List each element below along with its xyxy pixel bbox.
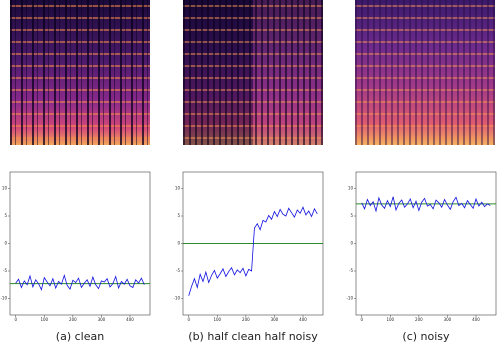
caption: (a) clean bbox=[56, 330, 104, 343]
x-tick-label: 200 bbox=[69, 317, 77, 322]
x-tick-label: 400 bbox=[472, 317, 480, 322]
y-tick-label: -5 bbox=[176, 268, 180, 273]
y-tick-label: 5 bbox=[350, 213, 353, 218]
plot-frame bbox=[9, 171, 151, 316]
y-tick-label: 5 bbox=[4, 213, 7, 218]
x-tick-label: 300 bbox=[444, 317, 452, 322]
y-tick-label: -10 bbox=[346, 296, 353, 301]
x-tick-label: 100 bbox=[40, 317, 48, 322]
x-tick-label: 400 bbox=[299, 317, 307, 322]
y-tick-label: -10 bbox=[0, 296, 7, 301]
y-tick-label: 5 bbox=[177, 213, 180, 218]
x-tick-label: 400 bbox=[126, 317, 134, 322]
y-tick-label: 0 bbox=[177, 241, 180, 246]
data-line bbox=[15, 274, 145, 291]
x-tick-label: 300 bbox=[98, 317, 106, 322]
y-tick-label: 10 bbox=[2, 186, 8, 191]
y-tick-label: -10 bbox=[173, 296, 180, 301]
data-line bbox=[188, 206, 318, 296]
spectrogram bbox=[355, 0, 495, 145]
y-tick-label: -5 bbox=[349, 268, 353, 273]
x-tick-label: 0 bbox=[360, 317, 363, 322]
y-tick-label: 10 bbox=[348, 186, 354, 191]
x-tick-label: 100 bbox=[213, 317, 221, 322]
y-tick-label: -5 bbox=[3, 268, 7, 273]
x-tick-label: 0 bbox=[187, 317, 190, 322]
caption: (c) noisy bbox=[402, 330, 450, 343]
x-tick-label: 200 bbox=[415, 317, 423, 322]
plot-frame bbox=[355, 171, 497, 316]
spectrogram bbox=[183, 0, 323, 145]
x-tick-label: 300 bbox=[271, 317, 279, 322]
data-line bbox=[361, 196, 491, 213]
caption: (b) half clean half noisy bbox=[188, 330, 318, 343]
y-tick-label: 10 bbox=[175, 186, 181, 191]
y-tick-label: 0 bbox=[4, 241, 7, 246]
x-tick-label: 200 bbox=[242, 317, 250, 322]
x-tick-label: 100 bbox=[386, 317, 394, 322]
x-tick-label: 0 bbox=[14, 317, 17, 322]
spectrogram bbox=[10, 0, 150, 145]
y-tick-label: 0 bbox=[350, 241, 353, 246]
